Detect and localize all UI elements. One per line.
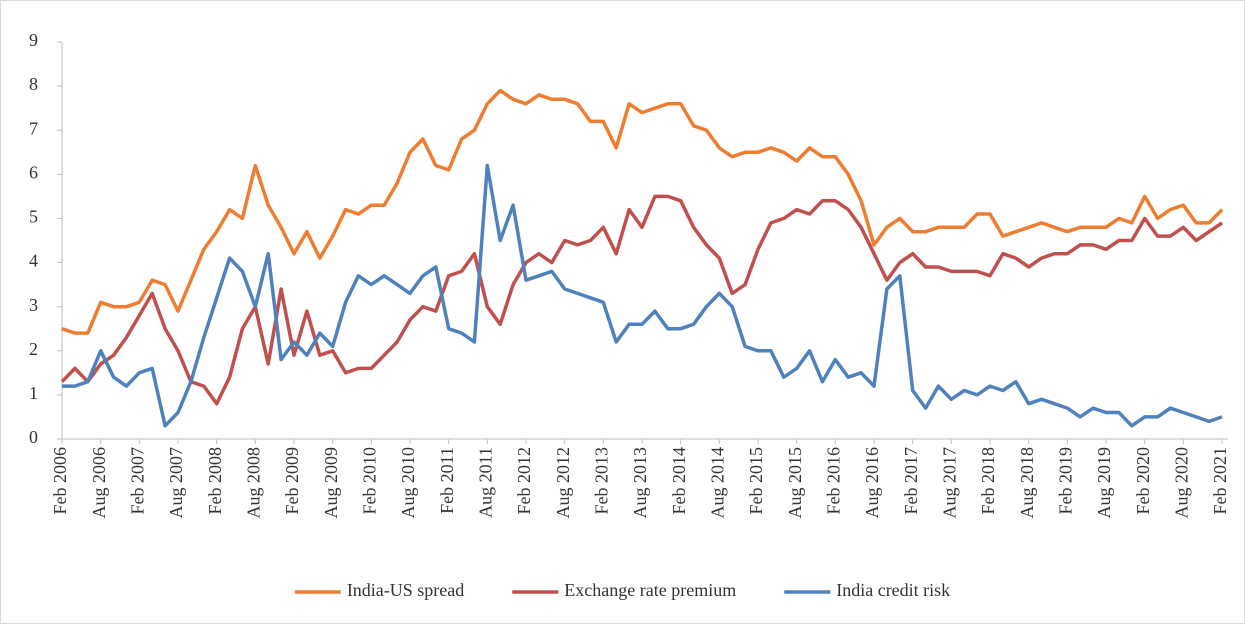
legend-label: India credit risk <box>836 580 950 600</box>
x-tick-label: Aug 2015 <box>785 447 805 519</box>
x-tick-label: Feb 2016 <box>823 447 843 515</box>
x-tick-label: Aug 2017 <box>939 447 959 519</box>
x-tick-label: Feb 2008 <box>205 447 225 515</box>
x-tick-label: Aug 2011 <box>475 447 495 518</box>
x-tick-label: Feb 2007 <box>127 447 147 515</box>
x-tick-label: Feb 2009 <box>282 447 302 515</box>
series-line <box>62 163 1223 428</box>
x-tick-label: Feb 2012 <box>514 447 534 515</box>
y-tick-label: 0 <box>29 427 38 447</box>
y-tick-label: 5 <box>29 207 38 227</box>
y-tick-label: 6 <box>29 162 38 182</box>
x-tick-label: Feb 2010 <box>359 447 379 515</box>
y-tick-label: 8 <box>29 74 38 94</box>
x-tick-label: Aug 2010 <box>398 447 418 519</box>
legend-label: Exchange rate premium <box>564 580 736 600</box>
x-tick-label: Aug 2009 <box>321 447 341 519</box>
x-tick-label: Aug 2012 <box>553 447 573 519</box>
x-tick-label: Aug 2013 <box>630 447 650 519</box>
y-tick-label: 3 <box>29 295 38 315</box>
x-tick-label: Aug 2014 <box>707 447 727 519</box>
y-tick-label: 4 <box>29 251 38 271</box>
x-tick-label: Feb 2021 <box>1210 447 1230 515</box>
y-tick-label: 2 <box>29 339 38 359</box>
x-tick-label: Feb 2011 <box>437 447 457 514</box>
x-tick-label: Aug 2018 <box>1017 447 1037 519</box>
x-tick-label: Aug 2019 <box>1094 447 1114 519</box>
x-tick-label: Feb 2013 <box>591 447 611 515</box>
x-tick-label: Feb 2019 <box>1055 447 1075 515</box>
x-tick-label: Feb 2017 <box>901 447 921 515</box>
x-tick-label: Aug 2016 <box>862 447 882 519</box>
x-tick-label: Aug 2008 <box>243 447 263 519</box>
x-tick-label: Feb 2020 <box>1133 447 1153 515</box>
x-tick-label: Feb 2006 <box>50 447 70 515</box>
x-tick-label: Feb 2015 <box>746 447 766 515</box>
x-tick-label: Aug 2006 <box>89 447 109 519</box>
x-tick-label: Aug 2020 <box>1171 447 1191 519</box>
y-tick-label: 7 <box>29 118 38 138</box>
x-tick-label: Aug 2007 <box>166 447 186 519</box>
series-line <box>61 88 1224 335</box>
x-tick-label: Feb 2018 <box>978 447 998 515</box>
y-tick-label: 9 <box>29 30 38 50</box>
legend-label: India-US spread <box>347 580 464 600</box>
y-tick-label: 1 <box>29 383 38 403</box>
x-tick-label: Feb 2014 <box>669 447 689 515</box>
